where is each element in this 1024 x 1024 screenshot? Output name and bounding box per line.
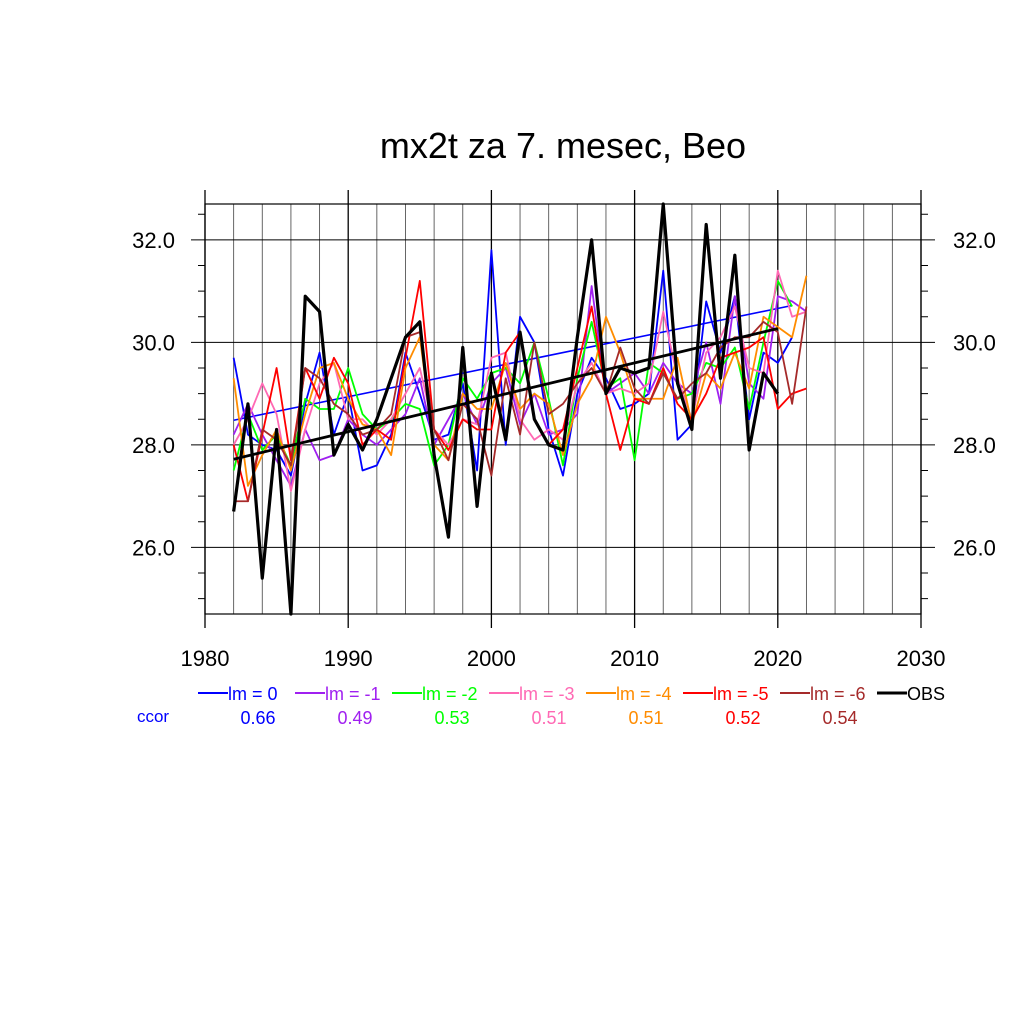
legend-label: lm = -3 [519,684,575,704]
y-tick-label-right: 32.0 [953,228,996,253]
legend-label: lm = 0 [228,684,278,704]
y-tick-label-left: 30.0 [132,330,175,355]
y-tick-label-right: 26.0 [953,535,996,560]
x-tick-label: 2000 [467,646,516,671]
x-tick-label: 2030 [897,646,946,671]
x-tick-label: 2020 [753,646,802,671]
legend-label: lm = -4 [616,684,672,704]
legend-label: lm = -6 [810,684,866,704]
trend-line [233,327,779,461]
legend-label: OBS [907,684,945,704]
legend-ccor-value: 0.53 [434,708,469,728]
legend-ccor-value: 0.52 [725,708,760,728]
series-line [232,202,780,616]
x-tick-label: 1980 [181,646,230,671]
chart-title: mx2t za 7. mesec, Beo [380,125,746,166]
y-tick-label-right: 28.0 [953,433,996,458]
legend-ccor-value: 0.51 [531,708,566,728]
legend: lm = 0 0.66 lm = -1 0.49 lm = -2 0.53 lm = -3 0… [137,684,945,728]
series-line [232,275,808,487]
legend-ccor-value: 0.51 [628,708,663,728]
series-layer [232,202,808,616]
legend-label: lm = -5 [713,684,769,704]
y-tick-label-left: 32.0 [132,228,175,253]
x-tick-label: 2010 [610,646,659,671]
legend-label: lm = -2 [422,684,478,704]
legend-ccor-value: 0.66 [240,708,275,728]
axes: 26.0 26.0 28.0 28.0 30.0 30.0 32.0 32.0 1980 1990… [132,203,996,671]
plot-frame [204,203,922,615]
legend-label: lm = -1 [325,684,381,704]
x-tick-label: 1990 [324,646,373,671]
ccor-label: ccor [137,707,169,726]
y-tick-label-right: 30.0 [953,330,996,355]
legend-ccor-value: 0.54 [822,708,857,728]
y-tick-label-left: 28.0 [132,433,175,458]
legend-ccor-value: 0.49 [337,708,372,728]
y-tick-label-left: 26.0 [132,535,175,560]
